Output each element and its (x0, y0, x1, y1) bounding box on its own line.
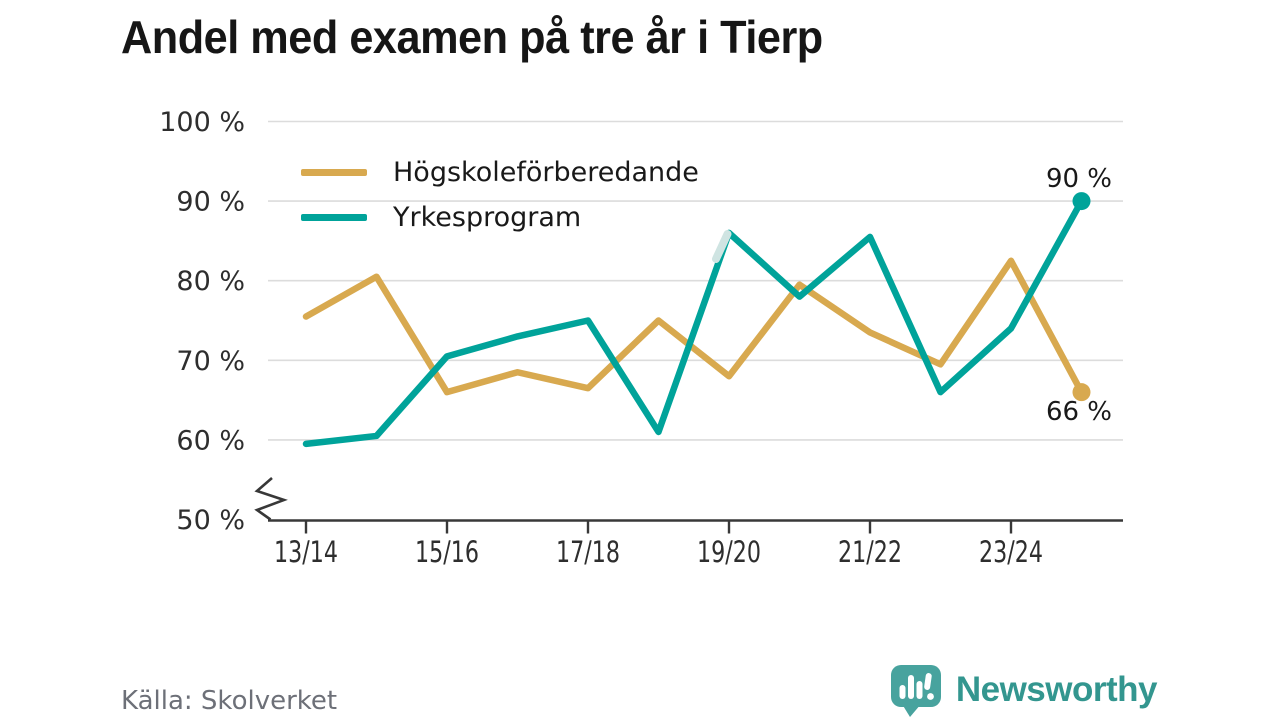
legend-label: Yrkesprogram (393, 202, 582, 233)
end-value-label-hogskoleforberedande: 66 % (1045, 397, 1112, 427)
newsworthy-brand: Newsworthy (887, 662, 1158, 718)
legend-item-yrkesprogram: Yrkesprogram (301, 195, 699, 240)
y-tick-label-5: 50 % (176, 505, 245, 536)
end-dot-hogskoleforberedande (1072, 383, 1091, 402)
page-title: Andel med examen på tre år i Tierp (121, 11, 823, 63)
y-tick-label-0: 100 % (159, 107, 245, 138)
x-tick-label-4: 21/22 (838, 535, 902, 569)
newsworthy-wordmark: Newsworthy (955, 670, 1158, 709)
series-line-yrkesprogram (302, 197, 1085, 448)
end-value-label-yrkesprogram: 90 % (1045, 164, 1112, 194)
legend-item-hogskoleforberedande: Högskoleförberedande (301, 150, 699, 195)
y-tick-label-1: 90 % (176, 187, 245, 218)
legend-label: Högskoleförberedande (393, 157, 699, 188)
x-tick-label-5: 23/24 (979, 535, 1043, 569)
x-tick-label-1: 15/16 (415, 535, 479, 569)
x-tick-label-0: 13/14 (274, 535, 338, 569)
x-tick-label-2: 17/18 (556, 535, 620, 569)
y-tick-label-3: 70 % (176, 346, 245, 377)
axis-break-icon (254, 477, 288, 521)
end-dot-yrkesprogram (1072, 192, 1091, 211)
chart-legend: Högskoleförberedande Yrkesprogram (301, 150, 699, 240)
legend-swatch-hogskoleforberedande (301, 169, 367, 176)
source-credit: Källa: Skolverket (121, 686, 338, 716)
y-tick-label-2: 80 % (176, 266, 245, 297)
newsworthy-logo-icon (890, 665, 941, 717)
legend-swatch-yrkesprogram (301, 214, 367, 221)
y-tick-label-4: 60 % (176, 425, 245, 456)
x-tick-label-3: 19/20 (697, 535, 761, 569)
peak-highlight-segment (712, 230, 732, 263)
